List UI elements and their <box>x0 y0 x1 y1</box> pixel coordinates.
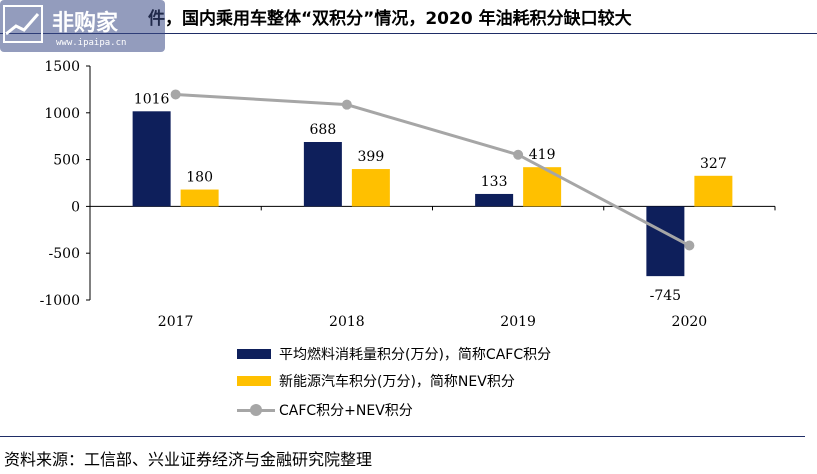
x-category-label: 2017 <box>158 314 194 330</box>
data-label-cafc: 1016 <box>134 91 170 107</box>
y-tick-label: -500 <box>49 246 80 262</box>
trend-arrow-icon <box>5 13 40 36</box>
data-label-cafc: 133 <box>481 174 508 190</box>
x-category-label: 2019 <box>500 314 536 330</box>
bar-cafc-2019 <box>475 193 514 207</box>
title-divider <box>0 33 817 34</box>
source-divider <box>0 436 805 437</box>
legend-label-total: CAFC积分+NEV积分 <box>279 403 413 419</box>
line-series-total <box>175 92 691 247</box>
legend-marker-total <box>250 404 262 416</box>
x-category-label: 2020 <box>672 314 708 330</box>
data-label-nev: 327 <box>700 156 727 172</box>
line-point-total <box>684 240 695 251</box>
chart-title: 件，国内乘用车整体“双积分”情况，2020 年油耗积分缺口较大 <box>148 9 632 29</box>
data-label-nev: 399 <box>358 149 385 165</box>
bar-nev-2020 <box>694 175 733 207</box>
y-tick-label: -1000 <box>40 293 80 309</box>
y-tick-label: 1500 <box>44 59 80 75</box>
bar-nev-2018 <box>351 169 390 207</box>
chart-glyph-icon <box>3 5 43 43</box>
source-note: 资料来源：工信部、兴业证券经济与金融研究院整理 <box>4 450 373 469</box>
y-tick-label: 1000 <box>44 106 80 122</box>
data-label-nev: 419 <box>529 147 556 163</box>
bar-cafc-2020 <box>646 206 685 277</box>
line-point-total <box>341 99 352 110</box>
x-category-label: 2018 <box>329 314 365 330</box>
data-label-nev: 180 <box>186 170 213 186</box>
line-point-total <box>170 89 181 100</box>
chart: 1500 1000 500 0 -500 -1000 2017 2018 2019 2020 101… <box>40 59 776 330</box>
legend-swatch-cafc <box>237 349 271 359</box>
y-tick-label: 500 <box>53 153 80 169</box>
bar-cafc-2017 <box>132 111 171 207</box>
y-tick-label: 0 <box>71 199 80 215</box>
logo-url: www.ipaipa.cn <box>56 38 126 48</box>
title-bar: 件，国内乘用车整体“双积分”情况，2020 年油耗积分缺口较大 <box>0 0 817 36</box>
legend-label-cafc: 平均燃料消耗量积分(万分)，简称CAFC积分 <box>279 347 552 363</box>
line-point-total <box>513 149 524 160</box>
data-label-cafc: -745 <box>650 288 681 304</box>
logo-text: 非购家 <box>52 10 119 36</box>
watermark-logo: 非购家 www.ipaipa.cn <box>0 0 165 52</box>
data-label-cafc: 688 <box>310 122 337 138</box>
bar-cafc-2018 <box>303 142 342 207</box>
legend-swatch-nev <box>237 376 271 386</box>
bar-nev-2017 <box>180 189 219 207</box>
legend-label-nev: 新能源汽车积分(万分)，简称NEV积分 <box>279 374 515 390</box>
